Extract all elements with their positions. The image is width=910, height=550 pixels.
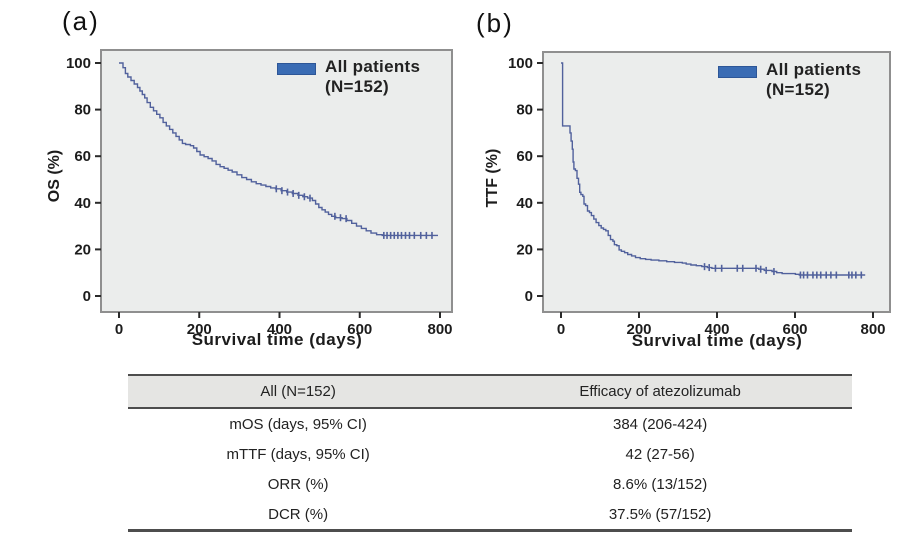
- row-value: 384 (206-424): [613, 415, 708, 433]
- table-row: mTTF (days, 95% CI) 42 (27-56): [128, 439, 852, 469]
- row-label: DCR (%): [268, 505, 329, 523]
- row-label: mTTF (days, 95% CI): [226, 445, 370, 463]
- legend-color-swatch: [718, 66, 757, 78]
- panel-a-legend: All patients (N=152): [277, 57, 420, 97]
- y-tick-label: 20: [74, 241, 91, 258]
- x-tick-label: 800: [427, 321, 452, 338]
- y-tick-label: 60: [516, 148, 533, 165]
- os-survival-plot: 0 20 40 60 80 100 0 200 400 600 800: [66, 49, 453, 338]
- y-tick-label: 40: [516, 195, 533, 212]
- y-tick-label: 100: [66, 55, 91, 72]
- y-tick-label: 100: [508, 55, 533, 72]
- legend-text: All patients (N=152): [766, 60, 862, 99]
- table-header-row: All (N=152) Efficacy of atezolizumab: [128, 376, 852, 409]
- legend-color-swatch: [277, 63, 316, 75]
- table-header-population: All (N=152): [260, 383, 336, 400]
- row-label: ORR (%): [267, 475, 329, 493]
- legend-text: All patients (N=152): [325, 57, 421, 96]
- panel-b-label: (b): [476, 8, 514, 38]
- table-row: ORR (%) 8.6% (13/152): [128, 469, 852, 499]
- efficacy-table: All (N=152) Efficacy of atezolizumab mOS…: [128, 374, 852, 532]
- table-header-efficacy: Efficacy of atezolizumab: [579, 383, 741, 400]
- x-tick-label: 200: [626, 321, 651, 338]
- row-value: 42 (27-56): [625, 445, 695, 463]
- table-row: mOS (days, 95% CI) 384 (206-424): [128, 409, 852, 439]
- row-value: 37.5% (57/152): [608, 505, 712, 523]
- row-label: mOS (days, 95% CI): [229, 415, 367, 433]
- table-row: DCR (%) 37.5% (57/152): [128, 499, 852, 529]
- y-tick-label: 40: [74, 195, 91, 212]
- y-tick-label: 60: [74, 148, 91, 165]
- x-tick-label: 0: [557, 321, 565, 338]
- x-tick-label: 600: [347, 321, 372, 338]
- y-tick-label: 80: [516, 102, 533, 119]
- row-value: 8.6% (13/152): [613, 475, 708, 493]
- x-tick-label: 200: [187, 321, 212, 338]
- x-tick-label: 400: [267, 321, 292, 338]
- y-tick-label: 20: [516, 241, 533, 258]
- panel-a-label: (a): [62, 6, 100, 36]
- x-tick-label: 800: [860, 321, 885, 338]
- ttf-survival-plot: 0 20 40 60 80 100 0 200 400 600 800: [508, 51, 891, 338]
- x-tick-label: 0: [115, 321, 123, 338]
- x-tick-label: 600: [782, 321, 807, 338]
- panel-b-legend: All patients (N=152): [718, 60, 861, 100]
- y-tick-label: 80: [74, 102, 91, 119]
- y-tick-label: 0: [83, 288, 91, 305]
- plot-area: [100, 49, 453, 313]
- x-tick-label: 400: [704, 321, 729, 338]
- y-tick-label: 0: [525, 288, 533, 305]
- survival-curve: [119, 62, 438, 237]
- survival-curve: [561, 62, 866, 276]
